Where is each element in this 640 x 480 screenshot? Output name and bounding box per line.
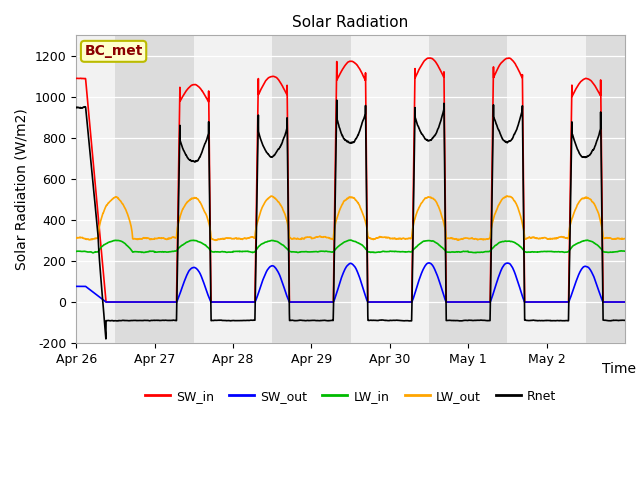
Bar — [115, 36, 194, 343]
Bar — [37, 36, 115, 343]
Text: BC_met: BC_met — [84, 44, 143, 59]
Bar — [508, 36, 586, 343]
Legend: SW_in, SW_out, LW_in, LW_out, Rnet: SW_in, SW_out, LW_in, LW_out, Rnet — [140, 384, 561, 408]
X-axis label: Time: Time — [602, 361, 636, 375]
Bar — [194, 36, 272, 343]
Bar — [586, 36, 640, 343]
Title: Solar Radiation: Solar Radiation — [292, 15, 409, 30]
Bar — [272, 36, 351, 343]
Bar — [429, 36, 508, 343]
Y-axis label: Solar Radiation (W/m2): Solar Radiation (W/m2) — [15, 108, 29, 270]
Bar — [351, 36, 429, 343]
